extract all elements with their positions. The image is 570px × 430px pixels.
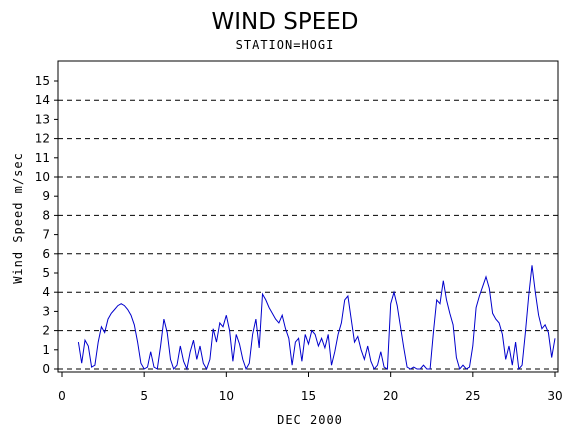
- y-tick-label: 2: [42, 324, 50, 338]
- y-tick-label: 5: [42, 266, 50, 280]
- y-tick-label: 14: [35, 93, 50, 107]
- y-tick-label: 9: [42, 189, 50, 203]
- plot-frame: [57, 60, 559, 373]
- y-tick-label: 10: [35, 170, 50, 184]
- y-axis-label: Wind Speed m/sec: [11, 152, 25, 284]
- y-tick-label: 15: [35, 74, 50, 88]
- x-tick-label: 5: [140, 389, 148, 403]
- y-tick-label: 0: [42, 362, 50, 376]
- x-tick-label: 10: [219, 389, 234, 403]
- y-tick-label: 3: [42, 304, 50, 318]
- reference-lines: [58, 99, 558, 370]
- chart-subtitle: STATION=HOGI: [236, 38, 335, 52]
- y-tick-label: 6: [42, 247, 50, 261]
- y-tick-label: 12: [35, 132, 50, 146]
- x-tick-label: 20: [383, 389, 398, 403]
- x-tick-label: 0: [58, 389, 66, 403]
- x-tick-label: 30: [547, 389, 562, 403]
- x-axis-ticks: 0 5 10 15 20 25 30: [58, 372, 563, 403]
- y-tick-label: 11: [35, 151, 50, 165]
- y-tick-label: 8: [42, 208, 50, 222]
- chart-title: WIND SPEED: [212, 9, 359, 35]
- y-tick-label: 1: [42, 343, 50, 357]
- y-tick-label: 4: [42, 285, 50, 299]
- y-tick-label: 13: [35, 112, 50, 126]
- x-tick-label: 15: [301, 389, 316, 403]
- x-axis-label: DEC 2000: [277, 413, 343, 427]
- x-tick-label: 25: [465, 389, 480, 403]
- wind-speed-series-line: [77, 265, 556, 371]
- y-tick-label: 7: [42, 228, 50, 242]
